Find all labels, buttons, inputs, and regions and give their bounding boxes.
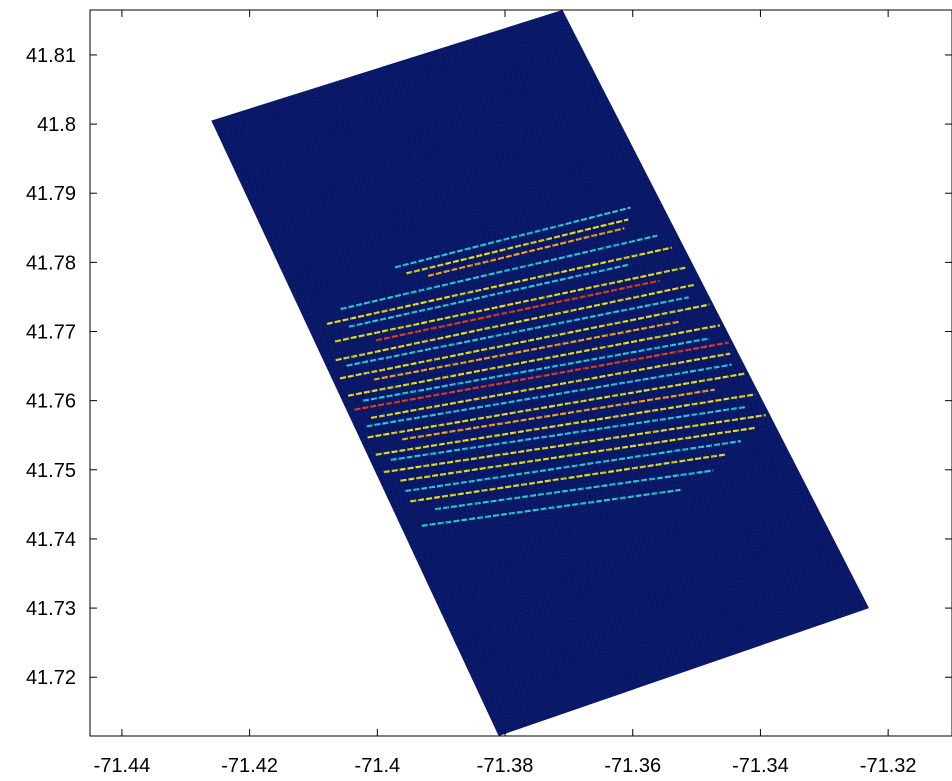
y-tick-label: 41.79	[26, 183, 76, 205]
x-tick-label: -71.38	[477, 755, 534, 777]
y-tick-label: 41.75	[26, 460, 76, 482]
x-tick-label: -71.44	[94, 755, 151, 777]
y-tick-label: 41.77	[26, 322, 76, 344]
x-tick-label: -71.34	[732, 755, 789, 777]
mesh-grid-overlay	[211, 10, 870, 736]
y-tick-label: 41.76	[26, 391, 76, 413]
x-tick-label: -71.32	[860, 755, 917, 777]
y-tick-label: 41.72	[26, 667, 76, 689]
y-tick-label: 41.73	[26, 598, 76, 620]
y-tick-label: 41.74	[26, 529, 76, 551]
y-tick-label: 41.78	[26, 252, 76, 274]
x-tick-label: -71.4	[355, 755, 401, 777]
axes-box	[89, 9, 952, 737]
y-tick-label: 41.8	[37, 114, 76, 136]
x-tick-label: -71.42	[221, 755, 278, 777]
y-tick-label: 41.81	[26, 45, 76, 67]
plot-area	[211, 10, 870, 736]
x-axis: -71.44 -71.42 -71.4 -71.38 -71.36 -71.34 -71.3…	[94, 10, 917, 777]
x-tick-label: -71.36	[604, 755, 661, 777]
y-axis: 41.72 41.73 41.74 41.75 41.76 41.77 41.78 41.79…	[26, 45, 952, 689]
